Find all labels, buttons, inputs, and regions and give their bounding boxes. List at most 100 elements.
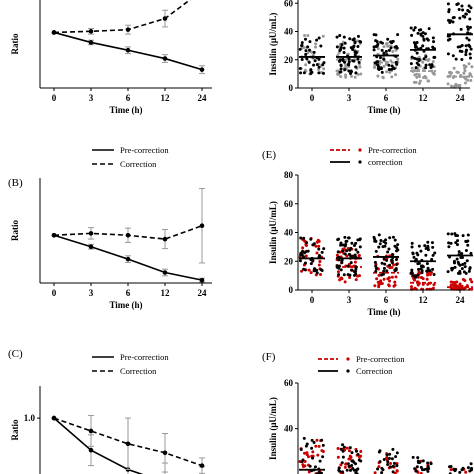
panel-e-series-0-point [375,277,379,281]
panel-d-series-0-point [462,71,466,75]
panel-d-series-1-point [426,38,430,42]
panel-d-series-1-point [354,65,358,69]
panel-f-series-1-point [419,465,423,469]
panel-f-series-0-point [385,456,389,460]
panel-e-series-1-point [346,264,350,268]
panel-e-series-1-point [426,244,430,248]
panel-d-series-1-point [410,55,414,59]
panel-e-y-tick-label: 60 [284,199,294,209]
panel-d-series-1-point [319,44,323,48]
panel-e-series-1-point [349,261,353,265]
panel-d-series-0-point [310,50,314,54]
panel-d-series-0-point [384,42,388,46]
panel-e-series-1-point [430,241,434,245]
panel-d-series-1-point [468,52,472,56]
panel-e-series-1-point [342,273,346,277]
panel-e-series-1-point [385,269,389,273]
panel-d-series-1-point [460,57,464,61]
panel-e-series-1-point [358,245,362,249]
panel-f-series-0-point [344,462,348,466]
panel-d-series-1-point [460,49,464,53]
panel-e-series-1-point [381,245,385,249]
panel-d-y-tick-label: 0 [289,83,294,93]
panel-e-series-1-point [305,241,309,245]
panel-d-series-1-point [394,60,398,64]
panel-d-series-1-point [335,45,339,49]
panel-e-series-1-point [454,241,458,245]
panel-d-series-1-point [321,71,325,75]
panel-d-series-1-point [380,70,384,74]
panel-f-series-1-point [448,465,452,469]
panel-d-series-0-point [388,70,392,74]
panel-a-x-tick-label: 12 [161,93,171,103]
panel-f-series-1-point [413,467,417,471]
panel-f-series-1-point [346,462,350,466]
panel-d-series-0-point [335,69,339,73]
panel-d-series-1-point [343,68,347,72]
panel-e-series-1-point [453,265,457,269]
panel-d-series-1-point [339,48,343,52]
panel-d-series-1-point [307,60,311,64]
panel-f-series-1-point [347,464,351,468]
panel-e-series-1-point [315,268,319,272]
panel-d-series-1-point [469,6,473,10]
panel-e-series-1-point [469,251,473,255]
panel-f-series-1-point [466,466,470,470]
panel-f-series-1-point [391,447,395,451]
panel-e-series-1-point [354,248,358,252]
panel-d-series-0-point [410,66,414,70]
panel-e-series-0-point [343,280,347,284]
panel-e-series-0-point [470,280,474,284]
panel-d-series-1-point [468,17,472,21]
panel-f-series-1-point [469,462,473,466]
panel-d-series-1-point [351,48,355,52]
panel-d-series-1-point [312,50,316,54]
panel-f-series-0-point [345,446,349,450]
panel-e-series-1-point [299,236,303,240]
panel-e-series-1-point [451,266,455,270]
panel-d-series-1-point [415,57,419,61]
panel-b-series-1-point [125,232,131,238]
panel-d-series-0-point [449,71,453,75]
panel-c-series-1-point [162,450,168,456]
panel-d-series-0-point [339,75,343,79]
panel-d-series-0-point [344,75,348,79]
panel-d-series-0-point [386,44,390,48]
panel-d-series-1-point [386,37,390,41]
panel-d-series-0-point [321,34,325,38]
panel-d-series-1-point [315,38,319,42]
panel-e-series-1-point [341,249,345,253]
panel-d-series-1-point [317,57,321,61]
panel-d-series-0-point [463,66,467,70]
panel-d-series-1-point [412,41,416,45]
panel-f-series-0-point [419,471,423,474]
panel-e-series-1-point [374,249,378,253]
panel-d-series-1-point [394,45,398,49]
panel-e-series-1-point [464,249,468,253]
panel-e-series-1-point [341,243,345,247]
panel-d-series-1-point [347,63,351,67]
panel-f-series-1-point [338,469,342,473]
panel-d-series-1-point [300,41,304,45]
panel-d-series-1-point [468,25,472,29]
panel-f-series-0-point [348,454,352,458]
panel-d-series-0-point [344,63,348,67]
panel-d-series-1-point [460,43,464,47]
panel-e-series-0-point [357,274,361,278]
panel-d-series-0-point [417,81,421,85]
panel-e-series-1-point [466,233,470,237]
panel-e-series-1-point [468,267,472,271]
panel-d-series-1-point [317,65,321,69]
panel-f-series-1-point [355,449,359,453]
panel-d-series-1-point [447,18,451,22]
panel-d-series-1-point [317,36,321,40]
panel-d-series-1-point [413,26,417,30]
panel-b-series-0-point [88,244,94,250]
panel-f-series-0-point [359,449,363,453]
panel-d-x-tick-label: 24 [456,93,466,103]
panel-e-x-tick-label: 0 [310,295,315,305]
panel-d-series-1-point [372,48,376,52]
panel-f-series-0-point [377,465,381,469]
panel-d-series-0-point [391,50,395,54]
panel-f-series-1-point [340,470,344,474]
